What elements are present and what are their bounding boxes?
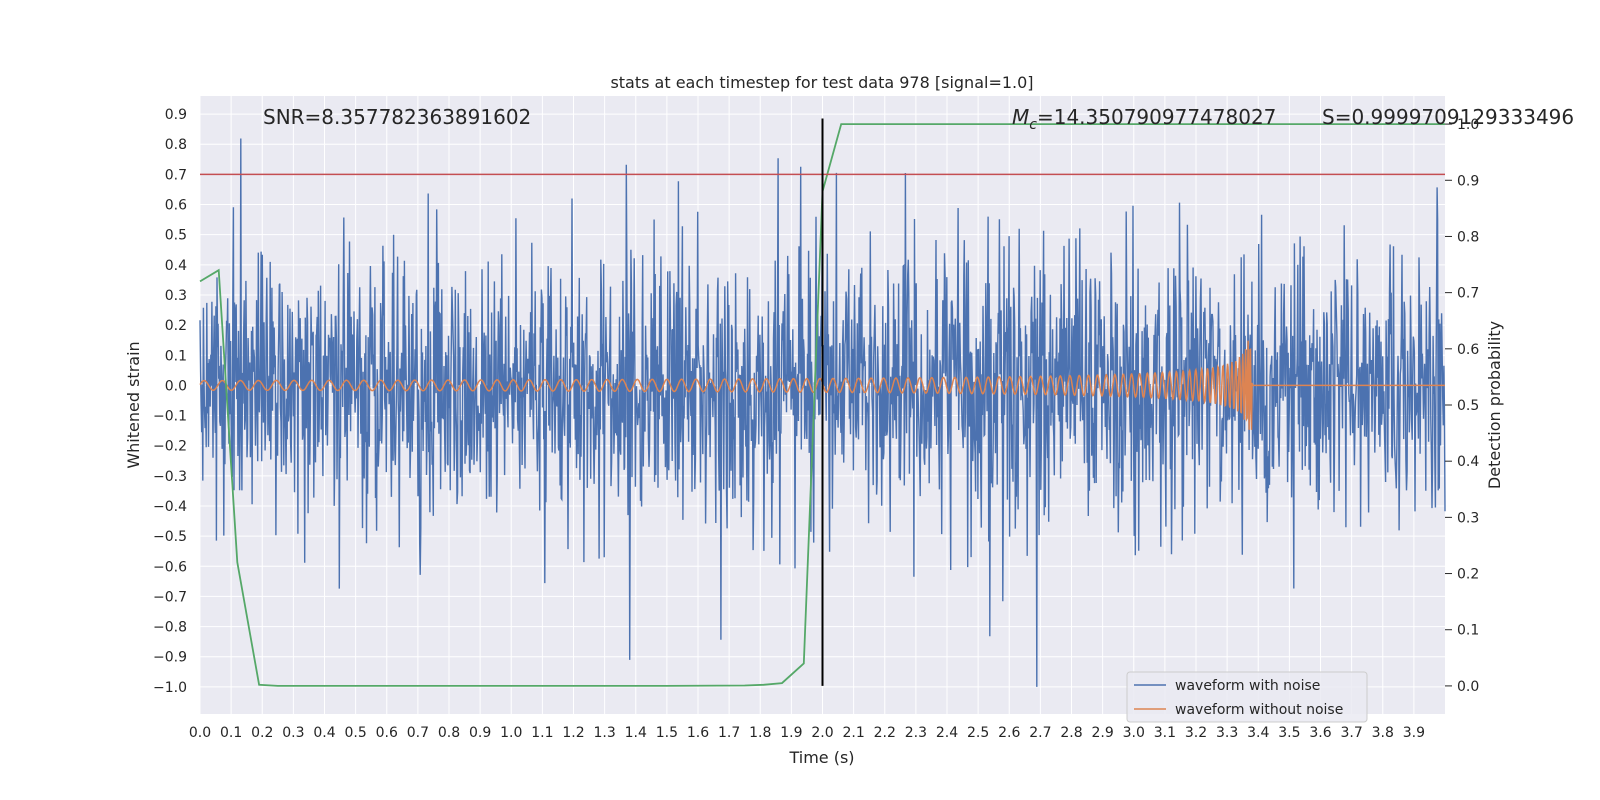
y2-tick-label: 0.9 bbox=[1457, 173, 1479, 189]
x-tick-label: 2.4 bbox=[936, 725, 958, 741]
y-tick-label: −0.2 bbox=[153, 439, 187, 455]
x-tick-label: 3.0 bbox=[1123, 725, 1145, 741]
y-tick-label: 0.8 bbox=[165, 137, 187, 153]
x-tick-label: 2.6 bbox=[998, 725, 1020, 741]
x-tick-label: 0.8 bbox=[438, 725, 460, 741]
y2-tick-label: 0.6 bbox=[1457, 342, 1479, 358]
legend-label-noisy: waveform with noise bbox=[1175, 678, 1320, 694]
y-tick-label: 0.2 bbox=[165, 318, 187, 334]
y2-tick-label: 0.4 bbox=[1457, 454, 1479, 470]
chirp-mass-symbol: M bbox=[1012, 105, 1029, 129]
y-tick-label: 0.9 bbox=[165, 107, 187, 123]
x-tick-label: 0.3 bbox=[282, 725, 304, 741]
y-tick-label: −0.8 bbox=[153, 620, 187, 636]
score-annotation: S=0.9999709129333496 bbox=[1322, 105, 1574, 129]
chart-title: stats at each timestep for test data 978… bbox=[610, 73, 1033, 92]
y-tick-label: −0.4 bbox=[153, 499, 187, 515]
overlay-lines bbox=[200, 118, 1445, 686]
x-tick-label: 0.5 bbox=[344, 725, 366, 741]
x-tick-label: 3.3 bbox=[1216, 725, 1238, 741]
y-tick-label: −0.3 bbox=[153, 469, 187, 485]
y-tick-label: −0.6 bbox=[153, 559, 187, 575]
y2-tick-label: 0.3 bbox=[1457, 510, 1479, 526]
x-tick-label: 3.8 bbox=[1372, 725, 1394, 741]
x-tick-label: 2.7 bbox=[1029, 725, 1051, 741]
y-axis-label: Whitened strain bbox=[124, 341, 143, 468]
x-tick-label: 2.2 bbox=[874, 725, 896, 741]
y-tick-labels: 0.9 0.8 0.7 0.6 0.5 0.4 0.3 0.2 0.1 0.0 −0.1 −0.2 −0… bbox=[153, 107, 187, 696]
y-tick-label: 0.6 bbox=[165, 198, 187, 214]
chirp-mass-subscript: c bbox=[1029, 117, 1037, 133]
x-tick-label: 3.1 bbox=[1154, 725, 1176, 741]
x-axis-label: Time (s) bbox=[788, 748, 854, 767]
legend-label-clean: waveform without noise bbox=[1175, 702, 1343, 718]
x-tick-label: 3.5 bbox=[1278, 725, 1300, 741]
chirp-mass-value: =14.350790977478027 bbox=[1037, 105, 1276, 129]
chirp-mass-annotation: Mc=14.350790977478027 bbox=[1012, 105, 1276, 133]
x-tick-label: 0.6 bbox=[376, 725, 398, 741]
y-tick-label: 0.1 bbox=[165, 348, 187, 364]
x-tick-label: 2.1 bbox=[842, 725, 864, 741]
x-tick-label: 0.9 bbox=[469, 725, 491, 741]
x-tick-label: 3.2 bbox=[1185, 725, 1207, 741]
x-tick-label: 3.6 bbox=[1309, 725, 1331, 741]
y-tick-label: 0.0 bbox=[165, 378, 187, 394]
x-tick-label: 0.1 bbox=[220, 725, 242, 741]
y2-tick-label: 0.1 bbox=[1457, 623, 1479, 639]
x-tick-label: 2.8 bbox=[1060, 725, 1082, 741]
y-tick-label: −0.1 bbox=[153, 409, 187, 425]
detection-probability-series bbox=[199, 123, 1445, 687]
y-tick-label: 0.3 bbox=[165, 288, 187, 304]
x-tick-label: 2.0 bbox=[811, 725, 833, 741]
y-tick-label: 0.7 bbox=[165, 167, 187, 183]
y-tick-label: −0.7 bbox=[153, 589, 187, 605]
x-tick-label: 1.8 bbox=[749, 725, 771, 741]
x-tick-label: 3.9 bbox=[1403, 725, 1425, 741]
x-tick-label: 1.1 bbox=[531, 725, 553, 741]
x-tick-label: 1.5 bbox=[656, 725, 678, 741]
x-tick-label: 1.7 bbox=[718, 725, 740, 741]
x-tick-label: 1.4 bbox=[625, 725, 647, 741]
legend-box bbox=[1126, 671, 1368, 723]
x-tick-labels: 0.0 0.1 0.2 0.3 0.4 0.5 0.6 0.7 0.8 0.9 1.0 1.1 1.2 1… bbox=[189, 725, 1425, 741]
x-tick-label: 1.2 bbox=[562, 725, 584, 741]
detection-probability-line bbox=[199, 123, 1445, 687]
y-tick-label: −0.9 bbox=[153, 650, 187, 666]
y-tick-label: −0.5 bbox=[153, 529, 187, 545]
y2-tick-label: 0.0 bbox=[1457, 679, 1479, 695]
y2-tick-labels: 1.0 0.9 0.8 0.7 0.6 0.5 0.4 0.3 0.2 0.1 0.0 bbox=[1445, 117, 1479, 695]
y-tick-label: 0.4 bbox=[165, 258, 187, 274]
x-tick-label: 2.3 bbox=[905, 725, 927, 741]
y2-tick-label: 0.8 bbox=[1457, 229, 1479, 245]
y2-tick-label: 0.7 bbox=[1457, 286, 1479, 302]
x-tick-label: 2.5 bbox=[967, 725, 989, 741]
x-tick-label: 3.4 bbox=[1247, 725, 1269, 741]
y2-tick-label: 0.5 bbox=[1457, 398, 1479, 414]
x-tick-label: 0.2 bbox=[251, 725, 273, 741]
x-tick-label: 0.7 bbox=[407, 725, 429, 741]
x-tick-label: 1.9 bbox=[780, 725, 802, 741]
x-tick-label: 1.3 bbox=[593, 725, 615, 741]
x-tick-label: 3.7 bbox=[1340, 725, 1362, 741]
y2-tick-label: 1.0 bbox=[1457, 117, 1479, 133]
snr-annotation: SNR=8.357782363891602 bbox=[263, 105, 531, 129]
y2-axis-label: Detection probability bbox=[1485, 321, 1504, 489]
x-tick-label: 2.9 bbox=[1091, 725, 1113, 741]
x-tick-label: 0.0 bbox=[189, 725, 211, 741]
y-tick-label: −1.0 bbox=[153, 680, 187, 696]
x-tick-label: 1.0 bbox=[500, 725, 522, 741]
y2-tick-label: 0.2 bbox=[1457, 567, 1479, 583]
legend: waveform with noise waveform without noi… bbox=[1126, 671, 1368, 723]
x-tick-label: 1.6 bbox=[687, 725, 709, 741]
x-tick-label: 0.4 bbox=[313, 725, 335, 741]
y-tick-label: 0.5 bbox=[165, 228, 187, 244]
